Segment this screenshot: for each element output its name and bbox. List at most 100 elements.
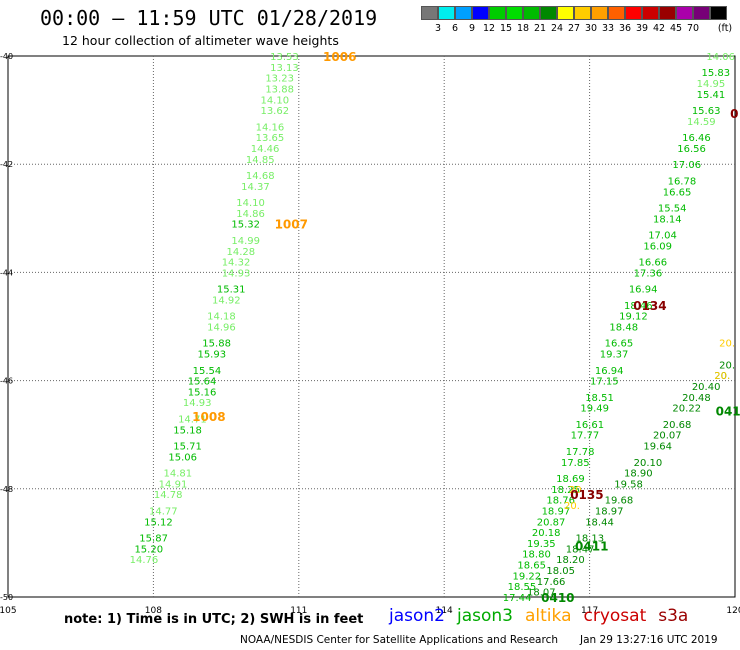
x-tick-label: 111 bbox=[290, 606, 307, 616]
wave-height-label: 15.18 bbox=[173, 425, 202, 436]
wave-height-label: 15.41 bbox=[697, 90, 726, 101]
wave-height-label: 14.99 bbox=[231, 236, 260, 247]
legend-entry: cryosat bbox=[583, 606, 647, 626]
wave-height-label: 18.55 bbox=[508, 582, 537, 593]
wave-height-label: 18.69 bbox=[556, 474, 585, 485]
color-scale-swatch bbox=[659, 6, 676, 20]
wave-height-label: 14.71 bbox=[178, 414, 207, 425]
wave-height-label: 14.16 bbox=[256, 122, 285, 133]
color-scale-label: 6 bbox=[451, 23, 459, 34]
wave-height-label: 18.07 bbox=[527, 588, 556, 599]
wave-height-label: 15.83 bbox=[702, 68, 731, 79]
wave-height-label: 20. bbox=[719, 339, 735, 350]
legend-entry: jason2 bbox=[389, 606, 445, 626]
pass-time-label: 0134 bbox=[633, 299, 666, 313]
color-scale-label: 45 bbox=[669, 23, 683, 34]
pass-time-label: 0411 bbox=[716, 404, 740, 418]
wave-height-label: 15.54 bbox=[193, 366, 222, 377]
wave-height-label: 18.05 bbox=[546, 566, 575, 577]
wave-height-label: 16.61 bbox=[575, 420, 604, 431]
wave-height-label: 18.20 bbox=[556, 555, 585, 566]
wave-height-label: 16.46 bbox=[682, 133, 711, 144]
x-tick-label: 117 bbox=[581, 606, 598, 616]
wave-height-label: 19.58 bbox=[614, 479, 643, 490]
y-tick-label: -44 bbox=[0, 268, 13, 277]
wave-height-label: 14.18 bbox=[207, 312, 236, 323]
wave-height-label: 16.65 bbox=[605, 339, 634, 350]
wave-height-label: 15.63 bbox=[692, 106, 721, 117]
color-scale-label: 27 bbox=[567, 23, 581, 34]
legend-entry: s3a bbox=[658, 606, 689, 626]
wave-height-label: 20.22 bbox=[672, 404, 701, 415]
wave-height-label: 17.15 bbox=[590, 377, 619, 388]
color-scale-label: 30 bbox=[584, 23, 598, 34]
wave-height-label: 18.48 bbox=[609, 323, 638, 334]
wave-height-label: 15.06 bbox=[168, 452, 197, 463]
wave-height-label: 20. bbox=[714, 371, 730, 382]
color-scale-label: 18 bbox=[516, 23, 530, 34]
y-tick-label: -40 bbox=[0, 52, 13, 61]
wave-height-label: 16.78 bbox=[668, 176, 697, 187]
wave-height-label: 14.68 bbox=[246, 171, 275, 182]
pass-time-label: 0 bbox=[730, 107, 738, 121]
wave-height-label: 16.94 bbox=[629, 285, 658, 296]
color-scale-swatch bbox=[710, 6, 727, 20]
wave-height-label: 16.56 bbox=[677, 144, 706, 155]
wave-height-label: 14.81 bbox=[164, 469, 193, 480]
wave-height-label: 18.14 bbox=[653, 214, 682, 225]
y-tick-label: -48 bbox=[0, 485, 13, 494]
color-scale-swatch bbox=[625, 6, 642, 20]
wave-height-label: 18.65 bbox=[517, 561, 546, 572]
wave-height-label: 14.06 bbox=[706, 52, 735, 63]
units-note: note: 1) Time is in UTC; 2) SWH is in fe… bbox=[64, 612, 364, 627]
wave-height-label: 15.12 bbox=[144, 517, 173, 528]
wave-height-label: 13.62 bbox=[260, 106, 289, 117]
wave-height-label: 13.88 bbox=[265, 84, 294, 95]
color-scale-swatch bbox=[676, 6, 693, 20]
wave-height-label: 19.22 bbox=[512, 571, 541, 582]
wave-height-label: 14.92 bbox=[212, 295, 241, 306]
color-scale-label: 15 bbox=[499, 23, 513, 34]
wave-height-label: 20.10 bbox=[634, 458, 663, 469]
wave-height-label: 14.93 bbox=[222, 268, 251, 279]
x-tick-label: 114 bbox=[436, 606, 453, 616]
wave-height-label: 15.71 bbox=[173, 442, 202, 453]
wave-height-label: 17.06 bbox=[672, 160, 701, 171]
wave-height-label: 14.91 bbox=[159, 479, 188, 490]
wave-height-label: 18.47 bbox=[566, 544, 595, 555]
wave-height-label: 17.04 bbox=[648, 231, 677, 242]
wave-height-label: 14.77 bbox=[149, 506, 178, 517]
pass-time-label: 0410 bbox=[541, 591, 574, 605]
color-scale-swatch bbox=[642, 6, 659, 20]
color-scale-label: 42 bbox=[652, 23, 666, 34]
wave-height-label: 14.10 bbox=[260, 95, 289, 106]
wave-height-label: 18.90 bbox=[624, 469, 653, 480]
wave-height-label: 14.95 bbox=[697, 79, 726, 90]
wave-height-label: 16.09 bbox=[643, 241, 672, 252]
wave-height-label: 17.36 bbox=[634, 268, 663, 279]
color-scale-label: 9 bbox=[468, 23, 476, 34]
wave-height-label: 13.65 bbox=[256, 133, 285, 144]
color-scale-unit: (ft) bbox=[717, 23, 733, 34]
pass-time-label: 0135 bbox=[570, 488, 603, 502]
wave-height-label: 19.68 bbox=[605, 496, 634, 507]
wave-height-label: 15.31 bbox=[217, 285, 246, 296]
wave-height-label: 13.53 bbox=[270, 52, 299, 63]
wave-height-label: 18.97 bbox=[542, 506, 571, 517]
y-tick-label: -50 bbox=[0, 593, 13, 602]
color-scale-label: 33 bbox=[601, 23, 615, 34]
wave-height-label: 17.85 bbox=[561, 458, 590, 469]
wave-height-label: 19.49 bbox=[580, 404, 609, 415]
color-scale-swatch bbox=[557, 6, 574, 20]
wave-height-label: 18.76 bbox=[546, 496, 575, 507]
legend-entry: altika bbox=[525, 606, 572, 626]
wave-height-label: 18.44 bbox=[585, 517, 614, 528]
wave-height-label: 14.93 bbox=[183, 398, 212, 409]
wave-height-label: 13.23 bbox=[265, 74, 294, 85]
wave-height-label: 20. bbox=[719, 360, 735, 371]
wave-height-label: 17.44 bbox=[503, 593, 532, 604]
color-scale-swatch bbox=[489, 6, 506, 20]
x-tick-label: 120 bbox=[726, 606, 740, 616]
pass-time-label: 1007 bbox=[275, 218, 308, 232]
